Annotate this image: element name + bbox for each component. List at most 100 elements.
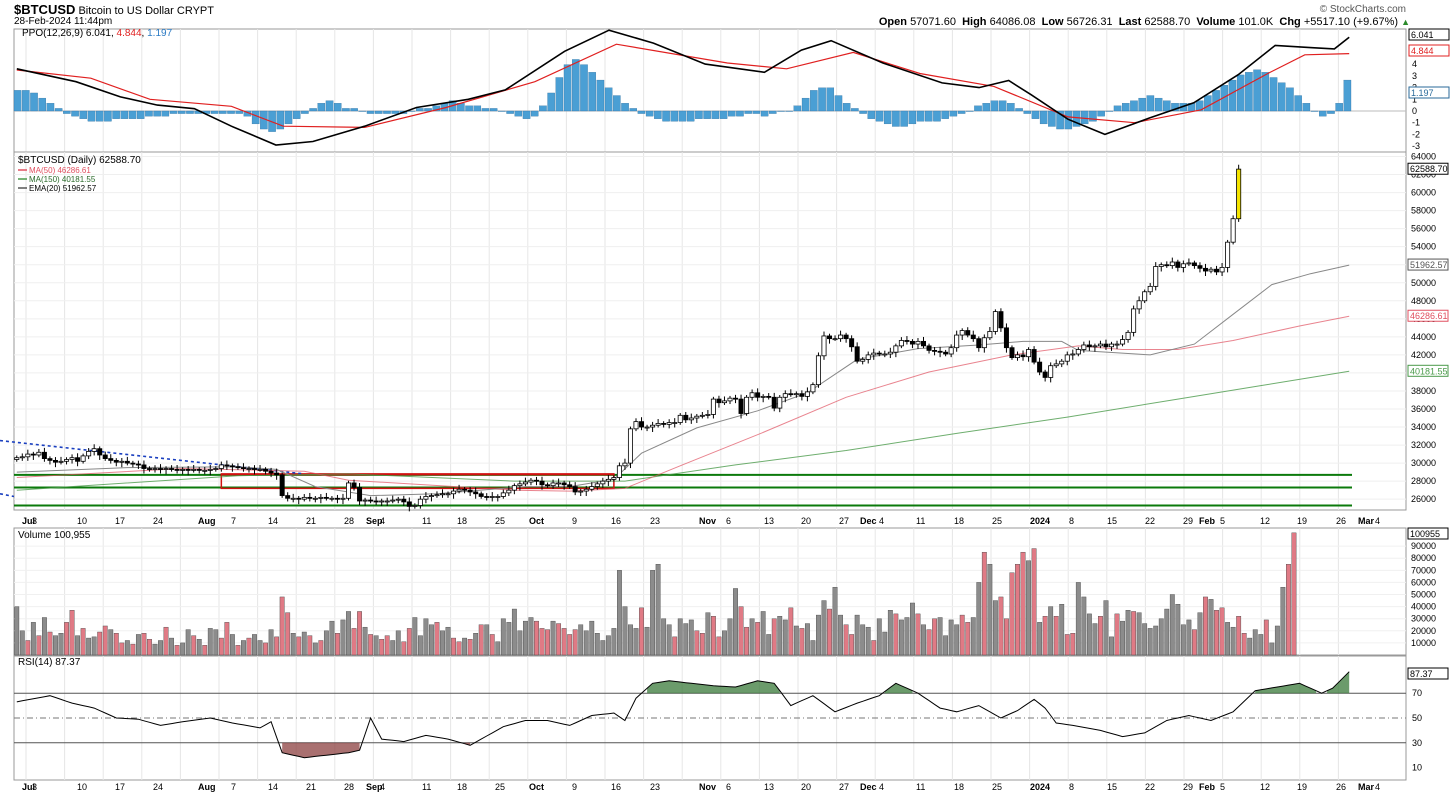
volume-bar [782, 619, 788, 656]
volume-bar [213, 629, 219, 656]
ppo-histogram-bar [325, 100, 334, 112]
ppo-histogram-bar [883, 110, 892, 125]
volume-bar [279, 596, 285, 656]
volume-bar [307, 635, 313, 656]
volume-bar [705, 612, 711, 656]
candle [948, 347, 954, 355]
candle [329, 497, 335, 500]
ppo-histogram-bar [1048, 110, 1056, 127]
candle [456, 488, 462, 492]
volume-bar [484, 624, 490, 656]
ppo-histogram-bar [63, 110, 71, 114]
volume-bar [998, 596, 1004, 656]
ppo-histogram-bar [1269, 77, 1278, 112]
ppo-histogram-bar [900, 110, 908, 127]
candle [1031, 349, 1037, 363]
volume-bar [207, 628, 213, 656]
candle [887, 351, 893, 355]
candle [102, 454, 108, 459]
candle [36, 451, 42, 456]
ppo-histogram-bar [292, 110, 301, 119]
candle [52, 460, 58, 463]
candle [876, 352, 882, 355]
price-y-tick: 50000 [1411, 278, 1436, 288]
volume-bar [158, 640, 163, 656]
x-tick-label: 21 [306, 516, 316, 526]
candle [677, 414, 683, 423]
candle [854, 346, 860, 362]
candle [998, 311, 1004, 329]
ppo-histogram-bar [785, 110, 793, 112]
candle [180, 469, 186, 471]
volume-bar [666, 624, 672, 656]
candle [954, 334, 960, 349]
ppo-y-tick: 3 [1412, 71, 1417, 81]
price-y-tick: 28000 [1411, 476, 1436, 486]
ppo-histogram-bar [998, 100, 1007, 112]
ppo-histogram-bar [547, 92, 555, 112]
ppo-histogram-bar [637, 110, 646, 114]
brand[interactable]: © StockCharts.com [1319, 4, 1406, 15]
ppo-histogram-bar [1204, 95, 1212, 112]
volume-bar [368, 634, 374, 656]
ppo-tag-ppo-box [1408, 28, 1450, 41]
candle [893, 345, 899, 353]
volume-bar [41, 617, 47, 656]
volume-bar [113, 633, 119, 656]
ppo-histogram-bar [908, 110, 917, 125]
ppo-histogram-bar [1015, 108, 1023, 112]
volume-bar [1203, 596, 1208, 656]
volume-bar [594, 633, 600, 656]
volume-bar [390, 640, 396, 656]
ppo-histogram-bar [1031, 110, 1040, 119]
candle [202, 469, 208, 472]
price-y-tick: 56000 [1411, 224, 1436, 234]
high-label: High [962, 16, 987, 28]
volume-bar [749, 618, 755, 656]
x-tick-label: 5 [1220, 516, 1225, 526]
candle [135, 463, 141, 466]
candle [1142, 291, 1148, 302]
candle [274, 472, 280, 476]
candle [1114, 343, 1120, 346]
volume-bar [1197, 612, 1203, 656]
candle [1214, 268, 1220, 273]
volume-bar [147, 639, 152, 656]
ppo-histogram-bar [727, 110, 736, 117]
volume-bar [1059, 604, 1065, 656]
volume-bar [545, 629, 550, 656]
price-y-tick: 26000 [1411, 494, 1436, 504]
volume-bar [981, 551, 987, 656]
ppo-histogram-bar [120, 110, 129, 119]
low-value: 56726.31 [1066, 16, 1113, 28]
x-tick-label-bottom: 7 [231, 782, 236, 792]
volume-bar [36, 635, 42, 656]
candle [987, 331, 993, 339]
candle [937, 350, 943, 353]
ppo-histogram-bar [506, 110, 514, 114]
candle [1097, 343, 1103, 347]
x-tick-label-bottom: 19 [1297, 782, 1307, 792]
ppo-histogram-bar [810, 90, 818, 112]
candle [1064, 354, 1070, 362]
volume-bar [699, 633, 705, 656]
volume-bar [108, 629, 114, 656]
ppo-histogram-bar [1072, 110, 1081, 127]
candle [323, 496, 329, 499]
volume-bar [1219, 607, 1225, 656]
volume-bar [373, 635, 379, 656]
ppo-histogram-bar [473, 105, 482, 112]
rsi-overbought-area [1327, 671, 1350, 694]
candle [992, 311, 998, 332]
volume-bar [301, 631, 307, 656]
price-tag-last-box [1407, 162, 1449, 175]
candle [362, 499, 368, 502]
candle [340, 497, 346, 500]
x-tick-label-bottom: 16 [611, 782, 621, 792]
candle [572, 486, 578, 493]
ppo-histogram-bar [153, 110, 161, 117]
candle [484, 496, 490, 498]
x-tick-label: 25 [992, 516, 1002, 526]
volume-bar [500, 618, 506, 656]
x-tick-label-bottom: 11 [422, 782, 431, 792]
